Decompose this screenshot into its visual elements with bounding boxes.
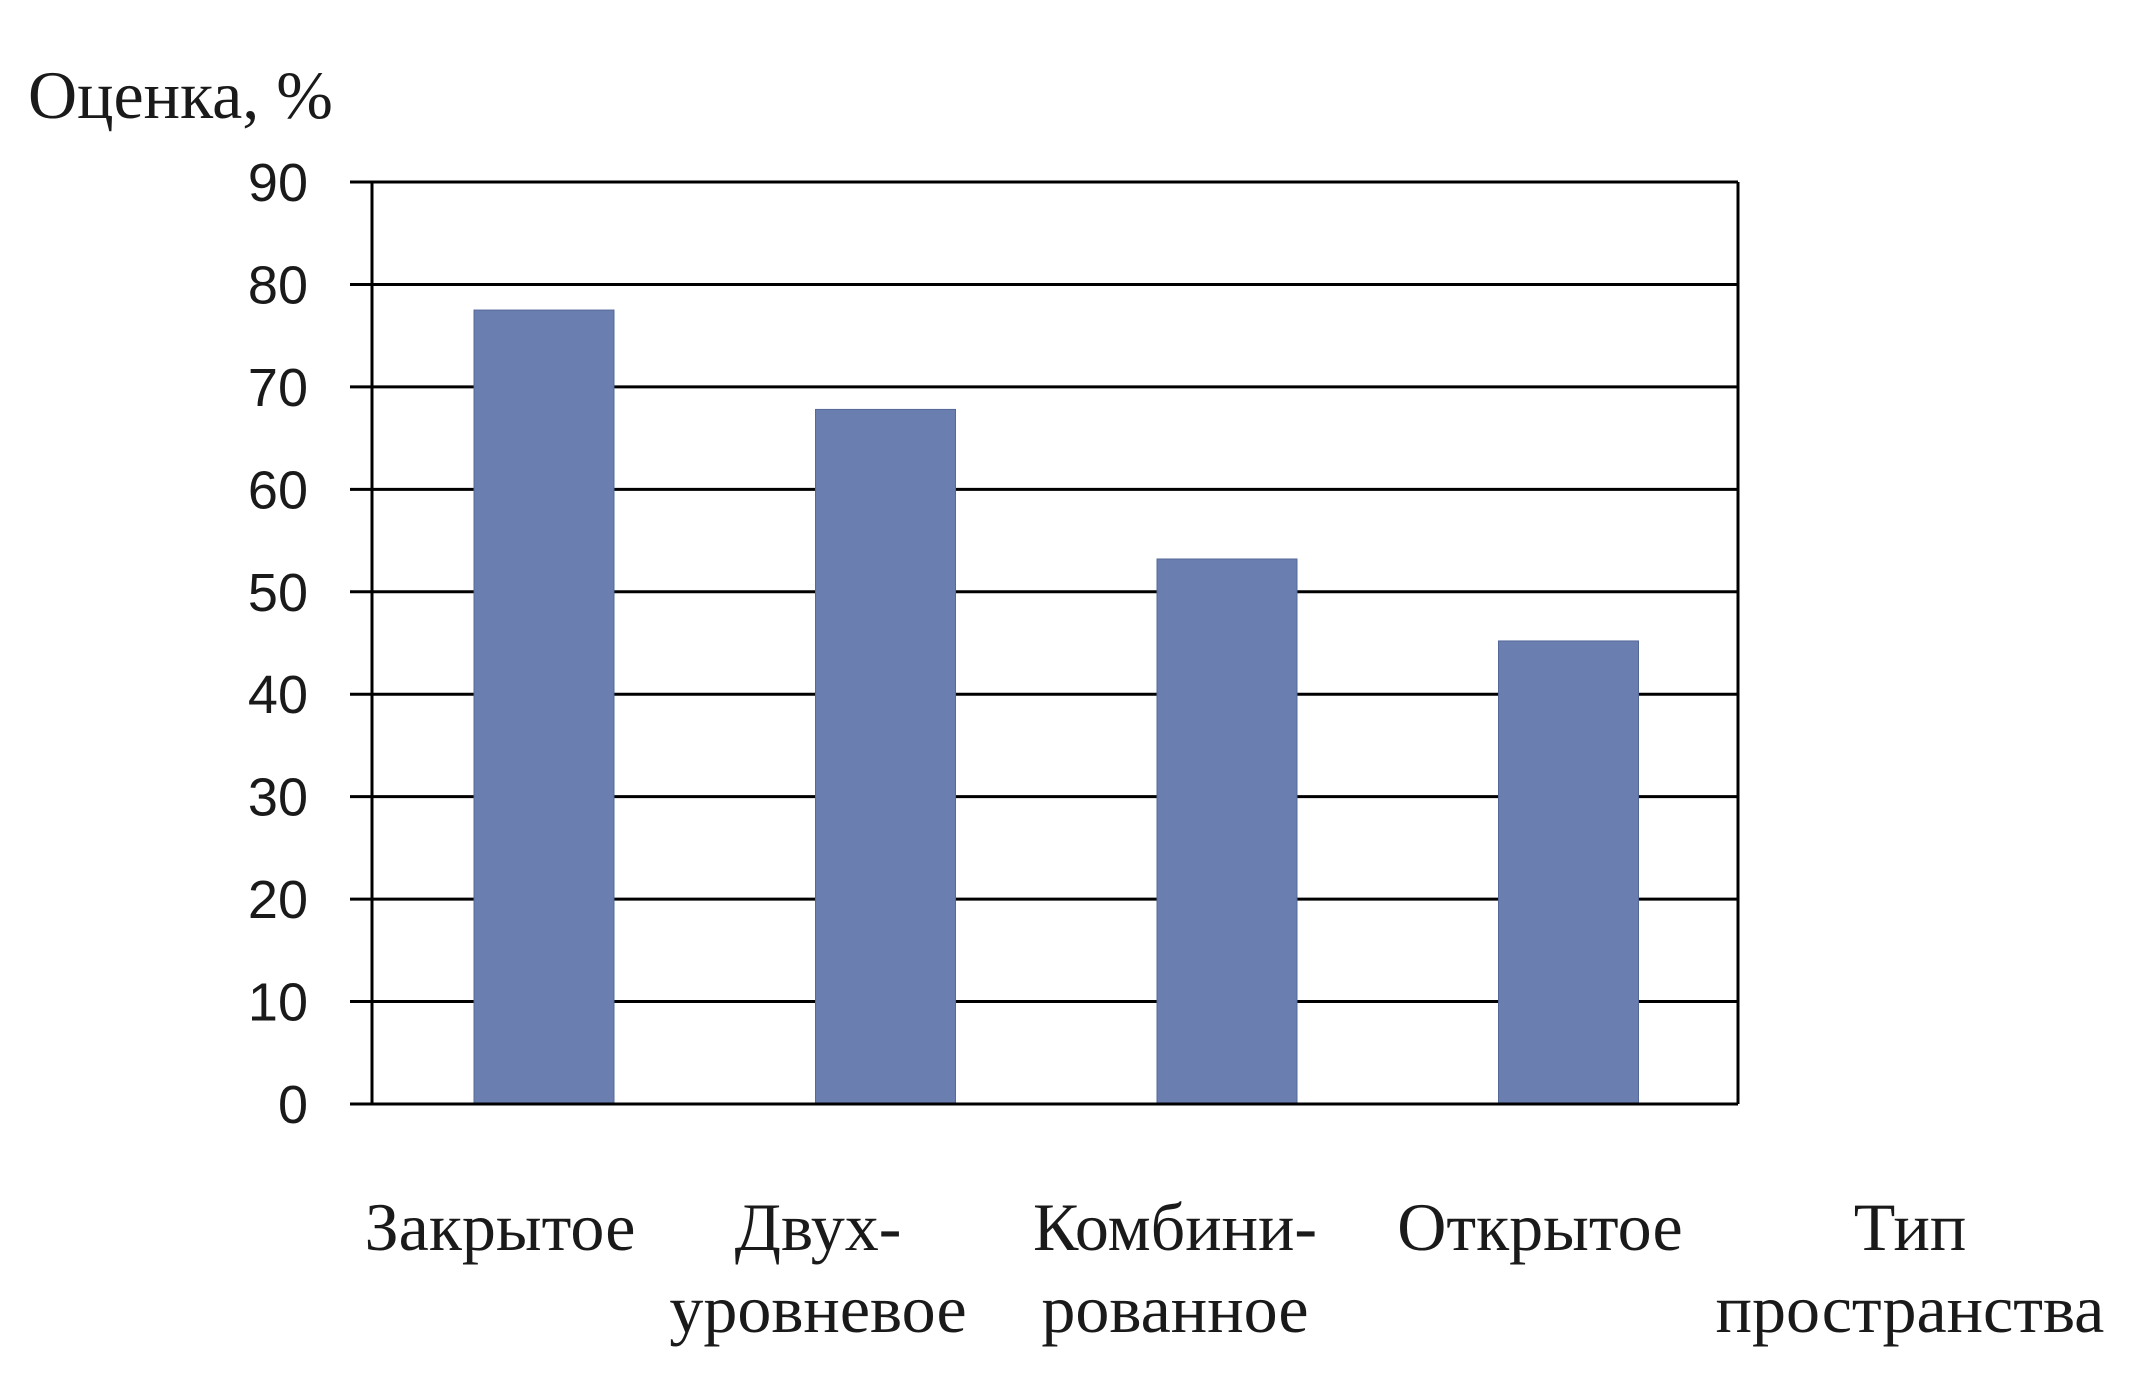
y-tick-label-30: 30 (248, 768, 308, 828)
x-category-label-2-line-2: уровневое (669, 1271, 966, 1347)
x-category-label-3-line-2: рованное (1041, 1271, 1308, 1347)
bars-layer (473, 309, 1639, 1105)
bar-3 (1156, 558, 1298, 1105)
x-axis-label-line-2: пространства (1716, 1271, 2105, 1347)
y-tick-label-0: 0 (278, 1075, 308, 1135)
bar-1 (473, 309, 615, 1105)
y-tick-label-20: 20 (248, 870, 308, 930)
y-tick-label-50: 50 (248, 563, 308, 623)
bar-4 (1498, 640, 1639, 1105)
x-category-label-2-line-1: Двух- (735, 1189, 902, 1265)
y-tick-label-10: 10 (248, 973, 308, 1033)
y-tick-label-80: 80 (248, 255, 308, 315)
x-axis-label-line-1: Тип (1854, 1189, 1967, 1265)
x-category-labels: Закрытое Двух-уровневое Комбини-рованное От… (365, 1189, 1683, 1347)
x-category-label-4-line-1: Открытое (1397, 1189, 1682, 1265)
bar-2 (815, 408, 956, 1105)
y-tick-label-90: 90 (248, 153, 308, 213)
y-tick-label-60: 60 (248, 460, 308, 520)
y-tick-labels: 0 10 20 30 40 50 60 70 80 90 (248, 153, 308, 1135)
x-category-label-3-line-1: Комбини- (1033, 1189, 1317, 1265)
y-axis-label: Оценка, % (28, 57, 333, 133)
y-tick-label-70: 70 (248, 358, 308, 418)
plot-frame (350, 182, 1740, 1106)
y-tick-label-40: 40 (248, 665, 308, 725)
x-category-label-1-line-1: Закрытое (365, 1189, 636, 1265)
